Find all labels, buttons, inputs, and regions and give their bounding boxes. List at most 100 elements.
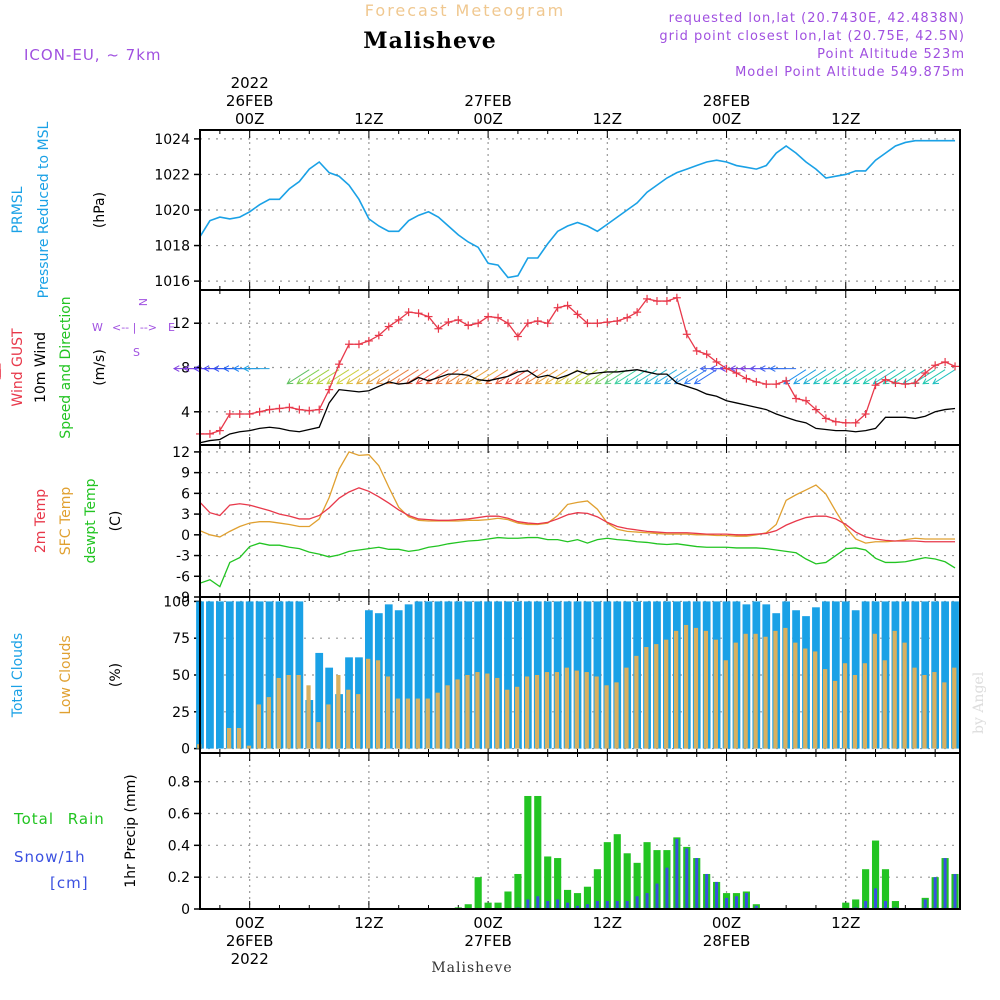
low-cloud-bar	[683, 624, 689, 749]
time-label-bottom: 00Z	[712, 914, 741, 932]
gust-marker	[523, 319, 532, 328]
snow-bar	[864, 901, 868, 909]
y-axis-label: Wind GUST	[10, 328, 26, 407]
gust-marker	[503, 319, 512, 328]
wind-direction-arrow	[455, 369, 479, 385]
wind-direction-arrow	[842, 369, 866, 385]
low-cloud-bar	[604, 685, 609, 749]
low-cloud-bar	[882, 660, 887, 749]
wind-arrow-head	[182, 365, 190, 372]
low-cloud-bar	[366, 658, 371, 749]
wind-arrow-head	[749, 365, 756, 372]
low-cloud-bar	[892, 630, 897, 749]
wind-arrow-shaft	[694, 369, 717, 385]
gust-marker	[464, 321, 473, 330]
wind-direction-arrow	[242, 365, 270, 372]
time-label-top: 2022	[231, 74, 269, 92]
wind-arrow-head	[604, 378, 612, 385]
time-label-top: 00Z	[712, 110, 741, 128]
model-label: ICON-EU, ~ 7km	[24, 46, 162, 64]
wind-arrow-shaft	[853, 369, 876, 385]
low-cloud-bar	[634, 655, 639, 749]
y-axis-label: Low Clouds	[58, 635, 74, 714]
gust-marker	[474, 319, 483, 328]
wind-arrow-shaft	[823, 369, 847, 385]
wind-arrow-shaft	[336, 369, 360, 385]
gust-marker	[553, 303, 562, 312]
gust-marker	[295, 405, 304, 414]
wind-arrow-head	[932, 378, 940, 385]
gust-marker	[643, 294, 652, 303]
y-tick-label: 1020	[154, 203, 190, 219]
low-cloud-bar	[554, 672, 560, 749]
low-cloud-bar	[405, 698, 411, 749]
compass-arrow: <-- | -->	[112, 321, 157, 334]
wind-direction-arrow	[604, 369, 628, 385]
low-cloud-bar	[862, 663, 868, 749]
y-tick-label: 12	[172, 445, 190, 461]
wind-arrow-shaft	[893, 369, 916, 385]
gust-marker	[255, 407, 264, 416]
grid-point-coords: grid point closest lon,lat (20.75E, 42.5…	[659, 29, 965, 44]
wind-arrow-head	[832, 378, 840, 385]
wind-arrow-shaft	[505, 369, 529, 385]
wind-direction-arrow	[644, 369, 668, 385]
wind-arrow-head	[524, 378, 532, 385]
wind-arrow-shaft	[465, 369, 489, 385]
low-cloud-bar	[395, 698, 401, 749]
y-axis-label: Total Clouds	[10, 633, 26, 718]
wind-arrow-head	[902, 378, 910, 385]
snow-bar	[725, 897, 729, 909]
pressure-line	[199, 139, 956, 279]
rain-bar	[514, 873, 522, 909]
y-tick-label: 6	[181, 486, 190, 502]
gust-marker	[712, 357, 721, 366]
gust-marker	[543, 319, 552, 328]
low-cloud-bar	[773, 630, 778, 749]
gust-marker	[633, 308, 642, 317]
gust-marker	[305, 406, 314, 415]
rain-bar	[474, 877, 482, 909]
rain-bar	[554, 858, 562, 909]
gust-marker	[901, 380, 910, 389]
gust-marker	[414, 309, 423, 318]
low-cloud-bar	[763, 636, 768, 749]
wind-direction-arrow	[336, 369, 360, 385]
wind-arrow-shaft	[664, 369, 688, 385]
label-total-rain: Total Rain	[13, 810, 105, 828]
wind-arrow-head	[644, 378, 651, 385]
wind-arrow-head	[355, 378, 363, 385]
y-axis-label: PRMSL	[10, 186, 26, 233]
snow-bar	[754, 905, 758, 909]
wind-arrow-head	[192, 365, 200, 372]
y-unit-label: 1hr Precip (mm)	[123, 774, 139, 887]
snow-bar	[675, 838, 679, 909]
time-label-top: 12Z	[354, 110, 383, 128]
rain-bar	[583, 886, 592, 909]
gust-marker	[345, 340, 354, 349]
wind-arrow-head	[395, 378, 403, 385]
wind-direction-arrow	[286, 369, 310, 385]
gust-marker	[494, 313, 503, 322]
panel-temperature: -9 -6 -3 0 3 6 9 12 2m Temp SFC Temp dewpt Temp (C)	[33, 444, 961, 606]
wind-arrow-head	[822, 378, 830, 385]
gust-marker	[384, 322, 393, 331]
wind-arrow-shaft	[873, 369, 896, 385]
snow-bar	[953, 873, 957, 909]
wind-direction-arrow	[862, 369, 886, 385]
snow-bar	[734, 896, 738, 909]
time-label-bottom: 00Z	[473, 914, 502, 932]
rain-bar	[544, 856, 552, 909]
wind-arrow-shaft	[565, 369, 588, 385]
wind-arrow-head	[922, 378, 930, 385]
wind-speed-line	[199, 369, 956, 444]
low-cloud-bar	[455, 679, 460, 749]
wind-direction-arrow	[932, 369, 956, 385]
wind-direction-arrow	[564, 369, 588, 385]
wind-arrow-shaft	[674, 369, 698, 385]
wind-arrow-head	[803, 378, 810, 385]
low-cloud-bar	[415, 698, 420, 749]
y-tick-label: 0	[181, 902, 190, 918]
gust-marker	[484, 312, 493, 321]
